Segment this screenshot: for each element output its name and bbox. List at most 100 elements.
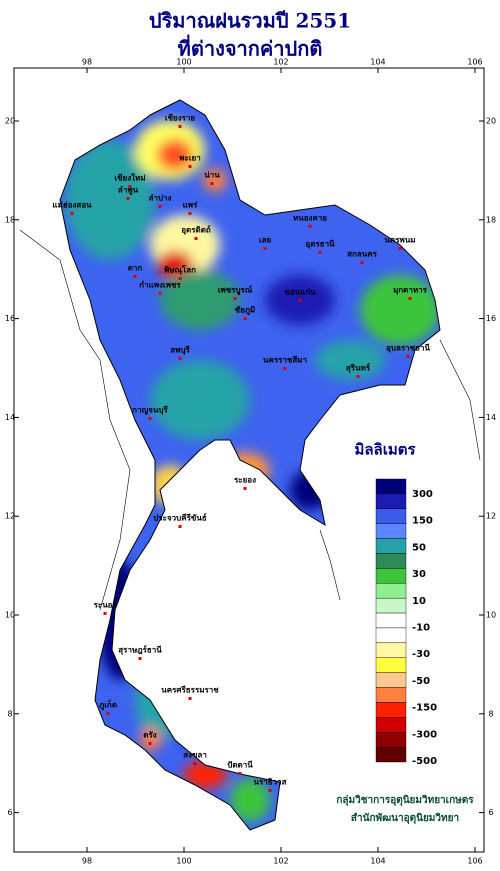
- x-tick-label: 106: [467, 857, 482, 866]
- province-label: สุรินทร์: [346, 363, 371, 374]
- province-marker: [194, 237, 198, 240]
- province-label: ระนอง: [94, 601, 117, 610]
- province-label: ระยอง: [234, 476, 256, 485]
- legend-label: 10: [412, 596, 426, 607]
- x-tick-label: 98: [82, 58, 92, 67]
- x-tick-label: 100: [176, 58, 191, 67]
- legend-label: 30: [412, 569, 426, 580]
- province-marker: [148, 742, 152, 745]
- province-label: เพชรบูรณ์: [218, 285, 253, 296]
- province-marker: [356, 375, 360, 378]
- province-label: ประจวบคีรีขันธ์: [153, 513, 207, 523]
- province-marker: [158, 292, 162, 295]
- y-tick-label: 12: [486, 512, 496, 521]
- y-tick-label: 18: [5, 215, 15, 224]
- y-tick-label: 16: [5, 314, 15, 323]
- province-marker: [188, 697, 192, 700]
- legend-label: -300: [412, 729, 437, 740]
- province-label: สุราษฎร์ธานี: [118, 645, 162, 656]
- province-marker: [233, 297, 237, 300]
- province-label: อุดรธานี: [305, 239, 335, 250]
- province-marker: [178, 277, 182, 280]
- x-tick-label: 104: [370, 857, 385, 866]
- y-tick-label: 20: [5, 117, 15, 126]
- legend-swatch: [375, 657, 407, 673]
- province-marker: [188, 165, 192, 168]
- legend-swatch: [375, 597, 407, 614]
- x-tick-label: 102: [273, 58, 288, 67]
- province-label: ขอนแก่น: [284, 288, 316, 297]
- province-marker: [188, 212, 192, 215]
- y-tick-label: 6: [7, 808, 12, 817]
- province-marker: [243, 317, 247, 320]
- province-label: แพร่: [183, 201, 198, 210]
- province-label: เลย: [259, 236, 272, 245]
- province-marker: [148, 417, 152, 420]
- legend-label: 150: [412, 516, 433, 527]
- x-tick-label: 102: [273, 857, 288, 866]
- legend-swatch: [375, 568, 407, 584]
- legend-swatch: [375, 508, 407, 524]
- legend-label: -50: [412, 676, 430, 687]
- legend-swatch: [375, 538, 407, 554]
- x-tick-label: 104: [370, 58, 385, 67]
- legend-swatch: [375, 523, 407, 539]
- x-tick-label: 106: [467, 58, 482, 67]
- province-marker: [268, 789, 272, 792]
- province-label: กาญจนบุรี: [132, 405, 168, 416]
- x-tick-label: 100: [176, 857, 191, 866]
- y-tick-label: 6: [488, 808, 493, 817]
- legend-swatch: [375, 702, 407, 718]
- province-marker: [243, 487, 247, 490]
- legend-swatch: [375, 746, 407, 763]
- province-marker: [103, 612, 107, 615]
- province-marker: [238, 772, 242, 775]
- province-label: ปัตตานี: [227, 760, 253, 770]
- y-tick-label: 8: [7, 709, 12, 718]
- y-tick-label: 10: [5, 611, 15, 620]
- province-label: ลำพูน: [118, 186, 139, 196]
- province-marker: [158, 205, 162, 208]
- title-line: ปริมาณฝนรวมปี 2551: [149, 9, 351, 33]
- province-label: นราธิวาส: [253, 778, 286, 787]
- legend-label: -500: [412, 756, 437, 767]
- y-tick-label: 14: [486, 413, 496, 422]
- province-label: เชียงใหม่: [114, 173, 145, 183]
- y-tick-label: 10: [486, 611, 496, 620]
- x-tick-label: 98: [82, 857, 92, 866]
- legend-swatch: [375, 672, 407, 688]
- province-marker: [178, 525, 182, 528]
- province-label: ภูเก็ต: [99, 699, 117, 711]
- y-tick-label: 14: [5, 413, 15, 422]
- legend-title: มิลลิเมตร: [354, 441, 416, 459]
- province-marker: [408, 297, 412, 300]
- province-marker: [308, 225, 312, 228]
- province-label: นครราชสีมา: [263, 355, 307, 365]
- legend-swatch: [375, 642, 407, 658]
- province-label: แม่ฮ่องสอน: [52, 201, 92, 210]
- province-label: สกลนคร: [347, 250, 377, 259]
- province-marker: [106, 712, 110, 715]
- province-label: สงขลา: [183, 751, 207, 760]
- legend-swatch: [375, 732, 407, 748]
- province-marker: [193, 762, 197, 765]
- province-label: ลพบุรี: [170, 345, 190, 356]
- title-line: ที่ต่างจากค่าปกติ: [178, 34, 323, 61]
- province-marker: [133, 275, 137, 278]
- province-marker: [263, 247, 267, 250]
- legend-label: 50: [412, 542, 426, 553]
- province-label: กำแพงเพชร: [139, 281, 181, 290]
- province-label: เชียงราย: [165, 113, 196, 123]
- province-label: นครพนม: [384, 236, 415, 245]
- province-label: พิษณุโลก: [164, 265, 196, 276]
- neighbor-border: [19, 229, 481, 611]
- credit: กลุ่มวิชาการอุตุนิยมวิทยาเกษตร: [336, 794, 474, 806]
- province-label: อุบลราชธานี: [386, 343, 430, 354]
- province-label: ชัยภูมิ: [235, 306, 256, 316]
- legend-swatch: [375, 687, 407, 703]
- province-marker: [178, 357, 182, 360]
- province-marker: [178, 125, 182, 128]
- legend-swatch: [375, 553, 407, 569]
- province-marker: [210, 182, 214, 185]
- province-label: นครศรีธรรมราช: [161, 685, 219, 695]
